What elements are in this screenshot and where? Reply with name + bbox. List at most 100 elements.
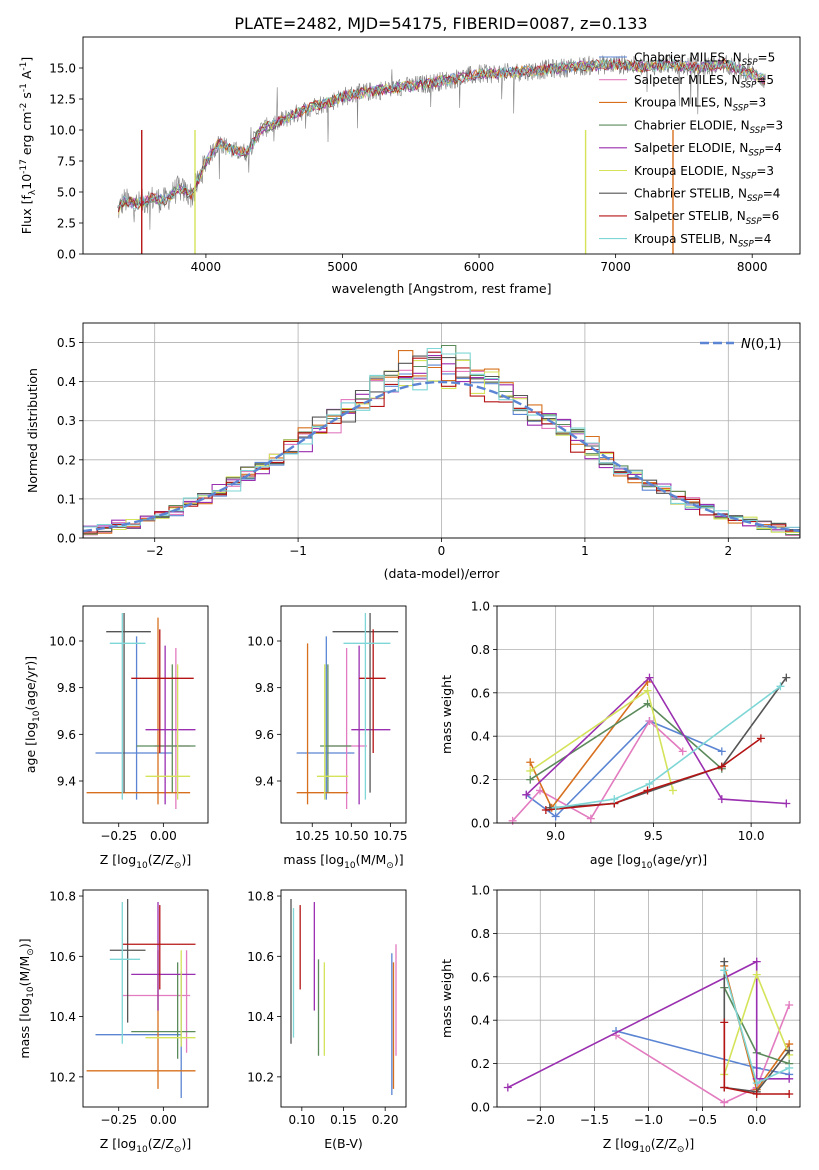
y-tick-label: 0.0 — [471, 1101, 490, 1115]
data-point-marker — [717, 762, 726, 771]
data-point-marker — [645, 673, 654, 682]
axes-frame — [82, 36, 801, 255]
model-spectrum-line — [118, 57, 766, 210]
y-tick-label: 9.8 — [57, 681, 76, 695]
y-tick-label: 9.6 — [255, 728, 274, 742]
data-point-marker — [752, 957, 761, 966]
spectrum-panel: 4000 5000 6000 7000 8000 0.0 2.5 5.0 7.5 10.0 12.5… — [19, 36, 801, 296]
y-tick-label: 9.4 — [255, 775, 274, 789]
data-point-marker — [720, 957, 729, 966]
x-tick-label: 2 — [724, 544, 732, 558]
spectrum-plot-area — [116, 53, 766, 254]
mass-weight-series — [507, 960, 790, 1089]
y-axis-label: mass [log10(M/M⊙)] — [17, 938, 36, 1058]
data-point-marker — [785, 1046, 794, 1055]
residual-histogram-panel: −2 −1 0 1 2 0.0 0.1 0.2 0.3 0.4 0.5 (data-model)/er… — [25, 322, 801, 581]
x-tick-label: −1.5 — [580, 1113, 609, 1127]
y-tick-label: 0.4 — [57, 375, 76, 389]
data-point-marker — [668, 786, 677, 795]
x-axis-label: E(B-V) — [324, 1136, 363, 1151]
normal-distribution-curve — [83, 380, 800, 533]
y-tick-label: 7.5 — [57, 155, 76, 169]
errorbar-plot-area — [296, 613, 399, 809]
y-tick-label: 15.0 — [49, 62, 76, 76]
x-tick-label: −0.25 — [100, 1113, 137, 1127]
data-point-marker — [717, 795, 726, 804]
y-tick-label: 10.0 — [247, 635, 274, 649]
x-tick-label: 0.20 — [372, 1113, 399, 1127]
errorbar-plot-area — [86, 613, 196, 809]
figure-title: PLATE=2482, MJD=54175, FIBERID=0087, z=0… — [234, 14, 647, 33]
data-point-marker — [526, 758, 535, 767]
mass-weight-series — [615, 1004, 790, 1104]
x-tick-label: 0.15 — [330, 1113, 357, 1127]
x-axis-label: age [log10(age/yr)] — [590, 852, 707, 871]
legend-entry-label: Kroupa MILES, NSSP=3 — [634, 96, 766, 114]
data-point-marker — [586, 814, 595, 823]
data-point-marker — [752, 970, 761, 979]
axes-frame — [280, 605, 407, 824]
x-tick-label: 5000 — [327, 260, 358, 274]
x-tick-label: 0.00 — [150, 829, 177, 843]
axes-frame — [82, 889, 209, 1108]
y-tick-label: 1.0 — [471, 600, 490, 614]
data-point-marker — [785, 1001, 794, 1010]
legend-entry-label: N(0,1) — [741, 337, 782, 352]
y-tick-label: 10.2 — [49, 1070, 76, 1084]
data-point-marker — [541, 805, 550, 814]
mass-weight-series — [549, 677, 787, 809]
data-point-marker — [752, 1089, 761, 1098]
x-tick-label: 10.0 — [738, 829, 765, 843]
y-axis-label: Flux [fλ10-17 erg cm-2 s-1 A-1] — [19, 57, 38, 235]
mass-vs-metallicity-panel: −0.25 0.00 10.2 10.4 10.6 10.8 Z [log10(Z/Z⊙)]… — [17, 889, 209, 1155]
line-plot-area — [503, 957, 794, 1107]
legend-entry-label: Kroupa ELODIE, NSSP=3 — [634, 164, 774, 182]
mass-weight-series — [529, 689, 674, 791]
data-point-marker — [643, 686, 652, 695]
mass-weight-series — [723, 1022, 790, 1095]
y-tick-label: 10.4 — [247, 1010, 274, 1024]
data-point-marker — [785, 1089, 794, 1098]
x-axis-label: Z [log10(Z/Z⊙)] — [100, 1136, 191, 1155]
x-tick-label: 9.0 — [546, 829, 565, 843]
y-axis-label: Normed distribution — [25, 368, 40, 493]
x-tick-label: 10.50 — [334, 829, 368, 843]
line-plot-area — [508, 673, 791, 825]
mass-weight-vs-age-panel: 9.0 9.5 10.0 0.0 0.2 0.4 0.6 0.8 1.0 age [log10(a… — [439, 600, 801, 871]
y-tick-label: 0.6 — [471, 970, 490, 984]
y-tick-label: 5.0 — [57, 186, 76, 200]
legend-entry-label: Salpeter MILES, NSSP=5 — [634, 73, 774, 91]
data-point-marker — [785, 1074, 794, 1083]
data-point-marker — [610, 795, 619, 804]
y-tick-label: 10.6 — [247, 950, 274, 964]
residual-histogram-series — [83, 351, 800, 538]
y-tick-label: 10.4 — [49, 1010, 76, 1024]
x-tick-label: 10.25 — [295, 829, 329, 843]
x-axis-label: Z [log10(Z/Z⊙)] — [100, 852, 191, 871]
data-point-marker — [720, 1083, 729, 1092]
x-tick-label: 0.0 — [747, 1113, 766, 1127]
data-point-marker — [645, 717, 654, 726]
x-tick-label: 9.5 — [644, 829, 663, 843]
x-tick-label: −0.25 — [100, 829, 137, 843]
legend-entry-label: Chabrier STELIB, NSSP=4 — [634, 187, 780, 205]
legend-entry-label: Salpeter STELIB, NSSP=6 — [634, 209, 779, 227]
x-tick-label: −0.5 — [688, 1113, 717, 1127]
y-tick-label: 1.0 — [471, 884, 490, 898]
data-point-marker — [526, 766, 535, 775]
data-point-marker — [782, 799, 791, 808]
legend-entry-label: Chabrier ELODIE, NSSP=3 — [634, 118, 783, 136]
y-tick-label: 0.5 — [57, 336, 76, 350]
y-tick-label: 12.5 — [49, 93, 76, 107]
data-point-marker — [720, 966, 729, 975]
data-point-marker — [776, 682, 785, 691]
y-tick-label: 2.5 — [57, 217, 76, 231]
data-point-marker — [756, 734, 765, 743]
x-tick-label: 7000 — [600, 260, 631, 274]
x-tick-label: 8000 — [737, 260, 768, 274]
legend-entry-label: Salpeter ELODIE, NSSP=4 — [634, 141, 782, 159]
y-tick-label: 0.4 — [471, 1014, 490, 1028]
x-tick-label: −2 — [146, 544, 164, 558]
y-axis-label: age [log10(age/yr)] — [23, 656, 42, 773]
y-tick-label: 9.8 — [255, 681, 274, 695]
